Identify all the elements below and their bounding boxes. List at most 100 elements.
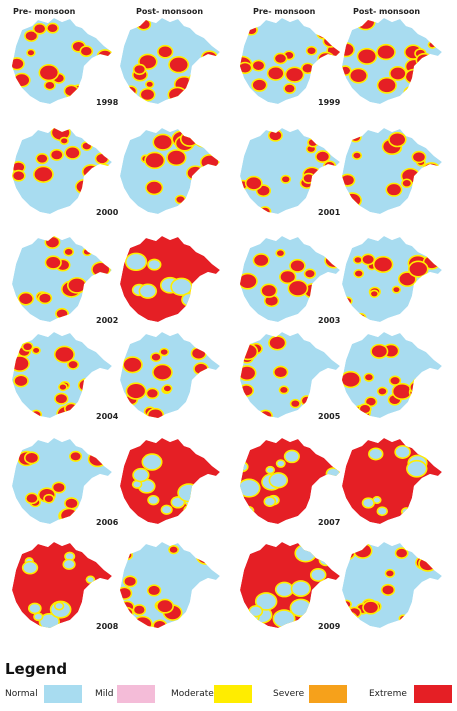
map-base-normal [342, 332, 442, 418]
patch-extreme [66, 95, 79, 104]
patch-moderate [200, 390, 216, 403]
map-base-normal [120, 128, 220, 214]
year-label-2004: 2004 [96, 412, 119, 421]
patch-extreme [303, 174, 314, 183]
year-label-2008: 2008 [96, 622, 119, 631]
patch-normal [143, 454, 161, 470]
patch-moderate [423, 440, 434, 450]
map-base-normal [342, 128, 442, 214]
patch-extreme [14, 375, 28, 386]
patch-normal [402, 508, 411, 515]
patch-extreme [19, 293, 33, 304]
patch-extreme [95, 27, 111, 40]
patch-extreme [400, 615, 407, 622]
patch-extreme [197, 549, 215, 564]
patch-extreme [147, 389, 158, 398]
patch-extreme [96, 295, 109, 305]
patch-extreme [322, 182, 338, 195]
patch-normal [133, 481, 141, 488]
patch-extreme [64, 248, 73, 255]
patch-normal [421, 495, 437, 508]
patch-extreme [96, 165, 112, 179]
patch-extreme [148, 585, 160, 595]
patch-extreme [269, 336, 285, 349]
drought-map-2002-post [120, 236, 220, 322]
patch-normal [256, 593, 276, 610]
patch-moderate [422, 286, 439, 300]
patch-extreme [402, 180, 411, 187]
drought-map-1999-post [342, 18, 442, 104]
patch-extreme [146, 181, 162, 194]
patch-extreme [423, 163, 440, 176]
patch-normal [34, 613, 42, 620]
patch-moderate [95, 136, 108, 147]
patch-extreme [393, 384, 411, 399]
patch-extreme [154, 135, 172, 150]
patch-normal [423, 449, 435, 459]
patch-normal [240, 462, 247, 471]
patch-extreme [289, 281, 307, 296]
patch-normal [148, 496, 158, 504]
patch-extreme [363, 601, 378, 614]
patch-extreme [342, 175, 354, 186]
patch-extreme [55, 394, 67, 404]
drought-map-2004-post [120, 332, 220, 418]
patch-extreme [257, 185, 270, 196]
patch-extreme [13, 171, 25, 181]
header-pre-monsoon-right: Pre- monsoon [253, 7, 316, 16]
patch-moderate [240, 309, 255, 322]
patch-normal [29, 604, 41, 613]
patch-extreme [240, 63, 251, 73]
patch-extreme [274, 367, 287, 378]
patch-extreme [103, 483, 111, 490]
patch-extreme [424, 287, 437, 298]
drought-map-1999-pre [240, 18, 340, 104]
drought-map-2006-post [120, 438, 220, 524]
patch-extreme [207, 34, 215, 41]
patch-moderate [205, 247, 219, 259]
legend-swatch-normal [44, 685, 82, 703]
patch-extreme [406, 70, 422, 83]
patch-extreme [40, 65, 58, 80]
map-base-normal [342, 236, 442, 322]
map-base-normal [240, 332, 340, 418]
patch-normal [311, 569, 325, 581]
patch-extreme [59, 384, 67, 390]
patch-moderate [88, 236, 106, 251]
patch-extreme [26, 494, 38, 503]
patch-moderate [412, 377, 428, 391]
patch-extreme [120, 608, 133, 618]
patch-extreme [344, 193, 361, 207]
patch-extreme [409, 262, 427, 277]
patch-moderate [317, 189, 327, 198]
drought-map-2005-pre [240, 332, 340, 418]
patch-moderate [342, 296, 353, 306]
patch-extreme [325, 286, 333, 292]
patch-normal [363, 498, 374, 507]
patch-extreme [429, 42, 436, 48]
patch-moderate [403, 85, 420, 100]
patch-extreme [254, 254, 269, 266]
patch-moderate [199, 277, 219, 293]
patch-extreme [134, 605, 145, 614]
legend-swatch-moderate [214, 685, 252, 703]
drought-map-2009-pre [240, 542, 340, 628]
header-pre-monsoon-left: Pre- monsoon [13, 7, 76, 16]
patch-extreme [240, 385, 253, 396]
patch-extreme [417, 54, 432, 67]
patch-extreme [427, 385, 442, 400]
patch-extreme [204, 66, 220, 81]
header-post-monsoon-right: Post- monsoon [353, 7, 421, 16]
patch-extreme [134, 617, 152, 628]
patch-extreme [191, 92, 203, 102]
header-post-monsoon-left: Post- monsoon [136, 7, 204, 16]
patch-extreme [47, 24, 58, 33]
patch-extreme [76, 180, 93, 193]
map-base-extreme [342, 438, 442, 524]
patch-normal [64, 560, 75, 569]
patch-extreme [46, 237, 59, 248]
patch-moderate [427, 614, 442, 628]
patch-normal [274, 610, 294, 627]
patch-extreme [350, 69, 367, 83]
patch-moderate [94, 163, 112, 181]
